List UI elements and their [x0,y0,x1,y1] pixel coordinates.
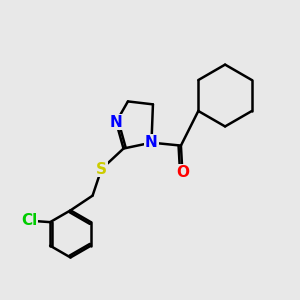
Text: S: S [96,162,107,177]
Text: N: N [145,135,158,150]
Text: Cl: Cl [21,213,38,228]
Text: O: O [176,165,189,180]
Text: N: N [110,115,122,130]
